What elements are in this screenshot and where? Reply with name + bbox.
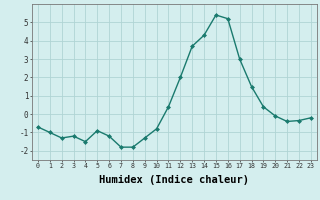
X-axis label: Humidex (Indice chaleur): Humidex (Indice chaleur) [100,175,249,185]
